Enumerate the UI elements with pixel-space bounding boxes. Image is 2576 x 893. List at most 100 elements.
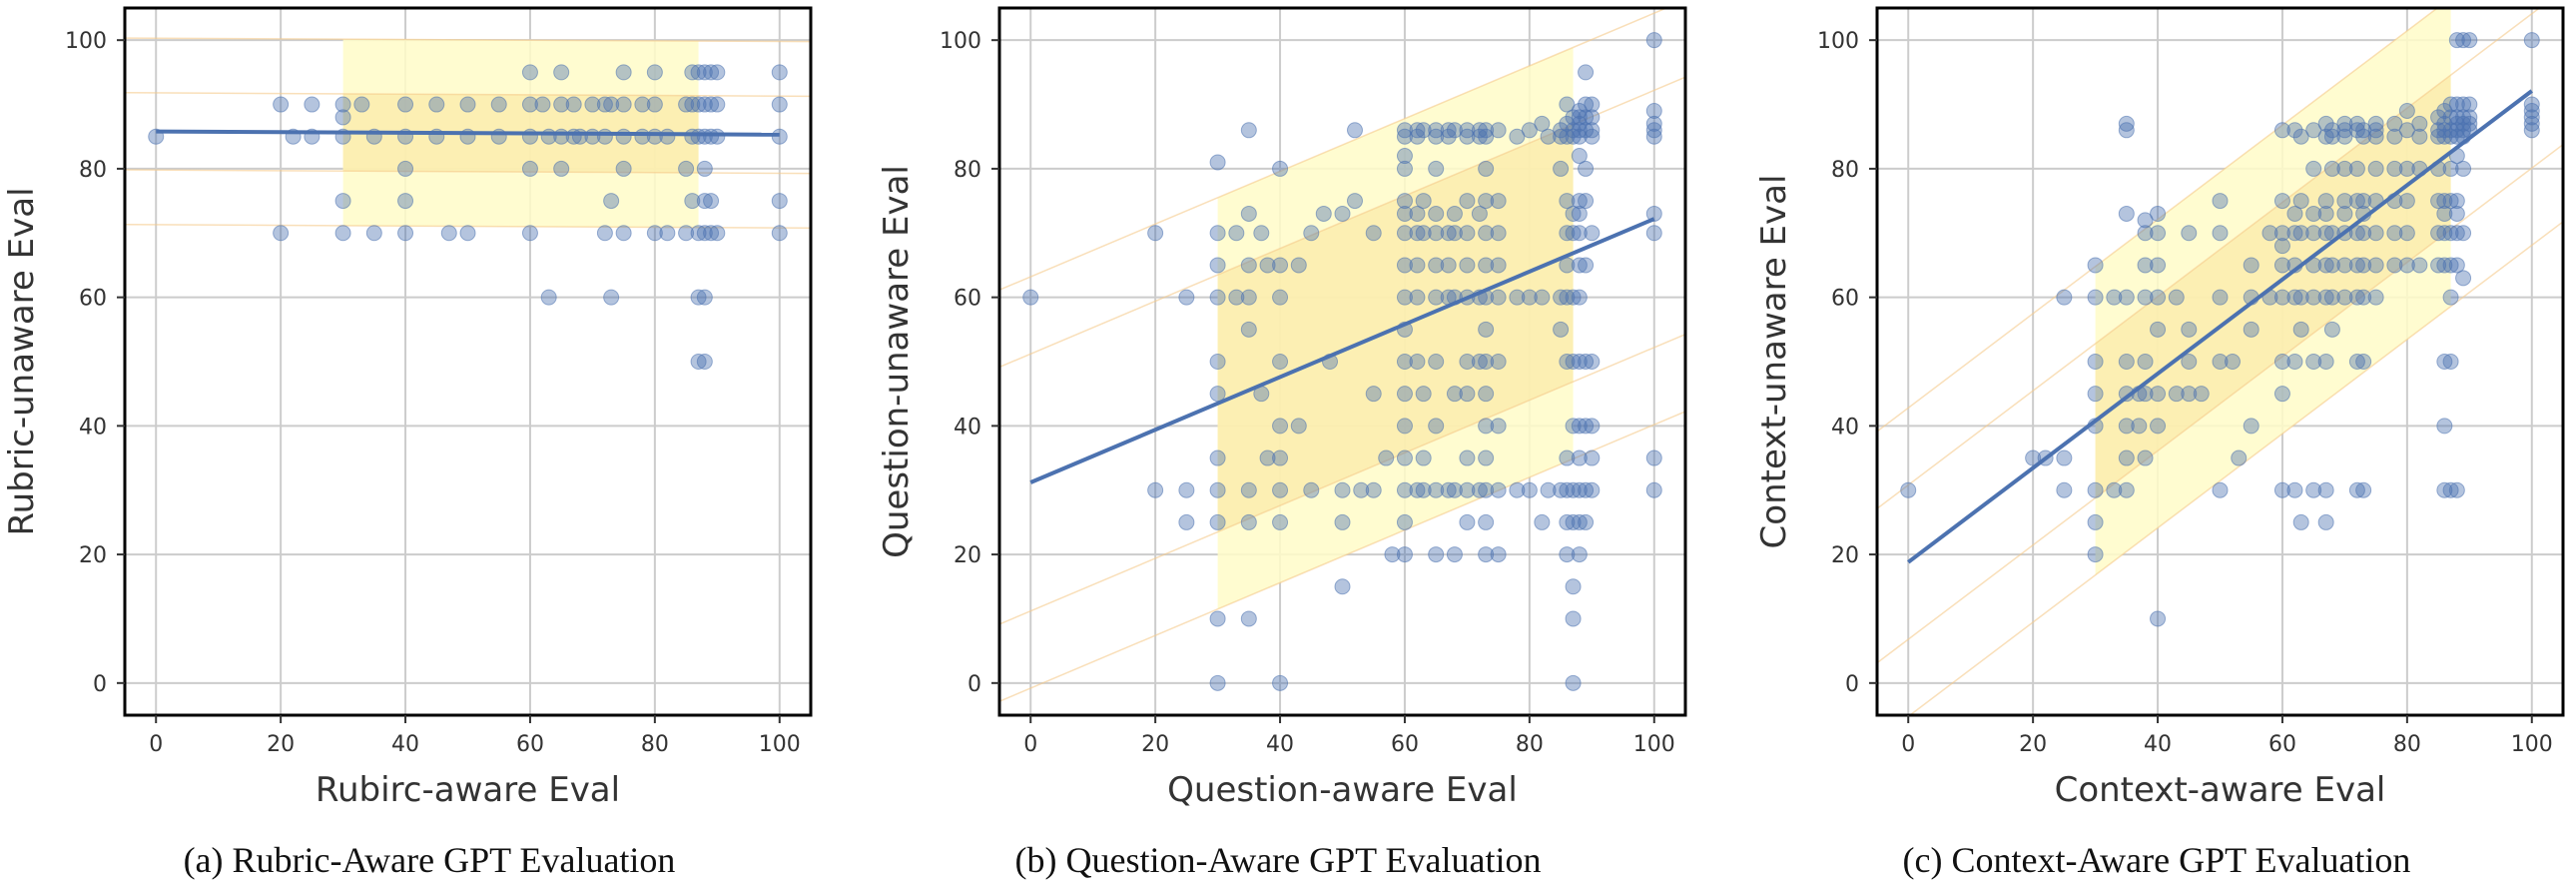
- data-point: [1209, 449, 1226, 466]
- data-point: [2150, 205, 2167, 222]
- data-point: [1147, 481, 1164, 498]
- data-point: [771, 96, 788, 113]
- data-point: [1478, 122, 1495, 139]
- data-point: [1303, 225, 1320, 242]
- data-point: [1490, 418, 1507, 435]
- chart-3: 0 20 40 60 80 100 0 20 40 60 80 100 Context-aware Ev…: [1754, 6, 2565, 810]
- data-point: [696, 193, 713, 210]
- data-point: [690, 289, 707, 306]
- data-point: [2292, 321, 2309, 338]
- data-point: [1490, 122, 1507, 139]
- data-point: [2087, 513, 2104, 530]
- data-point: [1446, 546, 1463, 563]
- data-point: [1471, 128, 1488, 145]
- data-point: [1240, 481, 1257, 498]
- data-point: [334, 96, 351, 113]
- regression-line: [156, 129, 780, 137]
- data-point: [1645, 32, 1662, 49]
- x-tick-label: 0: [1901, 732, 1915, 757]
- data-point: [1584, 122, 1601, 139]
- data-point: [2243, 418, 2259, 435]
- data-point: [2150, 257, 2167, 274]
- data-point: [1565, 225, 1582, 242]
- data-point: [1571, 122, 1588, 139]
- data-point: [1440, 122, 1457, 139]
- data-point: [1584, 354, 1601, 370]
- data-point: [1428, 122, 1445, 139]
- data-point: [1303, 481, 1320, 498]
- y-tick-label: 100: [940, 29, 981, 54]
- data-point: [2455, 160, 2472, 177]
- data-point: [1459, 193, 1476, 210]
- data-point: [2386, 128, 2403, 145]
- data-point: [2286, 289, 2303, 306]
- data-point: [1478, 513, 1495, 530]
- data-point: [2137, 449, 2154, 466]
- data-point: [2292, 225, 2309, 242]
- data-point: [1396, 354, 1413, 370]
- plot-frame: [1875, 6, 2565, 717]
- data-point: [1478, 449, 1495, 466]
- y-axis-label: Context-unaware Eval: [1754, 175, 1794, 549]
- data-point: [553, 64, 570, 81]
- x-axis-label: Question-aware Eval: [1167, 770, 1518, 810]
- data-point: [2442, 193, 2459, 210]
- x-tick-label: 60: [516, 732, 544, 757]
- data-point: [1346, 193, 1363, 210]
- x-axis-label: Context-aware Eval: [2055, 770, 2386, 810]
- data-point: [1645, 205, 1662, 222]
- data-point: [1209, 154, 1226, 171]
- y-tick-label: 80: [79, 158, 107, 183]
- data-point: [1272, 160, 1289, 177]
- data-point: [2305, 289, 2322, 306]
- data-point: [2168, 289, 2185, 306]
- data-point: [1396, 386, 1413, 403]
- data-point: [1209, 289, 1226, 306]
- data-point: [1478, 354, 1495, 370]
- data-point: [2430, 225, 2447, 242]
- data-point: [1365, 481, 1382, 498]
- data-point: [1645, 481, 1662, 498]
- data-point: [1565, 205, 1582, 222]
- data-point: [1565, 513, 1582, 530]
- y-tick-label: 0: [967, 672, 981, 697]
- data-point: [2442, 289, 2459, 306]
- data-point: [2348, 481, 2365, 498]
- data-point: [2243, 321, 2259, 338]
- x-tick-label: 0: [1023, 732, 1037, 757]
- data-point: [1559, 481, 1576, 498]
- data-point: [1178, 481, 1195, 498]
- data-point: [2317, 257, 2334, 274]
- x-tick-label: 20: [267, 732, 295, 757]
- data-point: [2355, 354, 2372, 370]
- data-point: [1396, 449, 1413, 466]
- data-point: [2398, 122, 2415, 139]
- band-bound-line: [125, 223, 811, 230]
- data-point: [2523, 102, 2540, 119]
- data-point: [2411, 128, 2428, 145]
- data-point: [2442, 96, 2459, 113]
- data-point: [596, 225, 613, 242]
- data-point: [1565, 578, 1582, 595]
- data-point: [1459, 128, 1476, 145]
- data-point: [2398, 102, 2415, 119]
- data-point: [1521, 481, 1538, 498]
- data-point: [2317, 115, 2334, 132]
- data-point: [2286, 122, 2303, 139]
- data-point: [2087, 257, 2104, 274]
- y-tick-label: 60: [954, 287, 981, 312]
- data-point: [1584, 225, 1601, 242]
- data-point: [1578, 64, 1595, 81]
- plot-frame: [123, 6, 813, 717]
- data-point: [2455, 122, 2472, 139]
- data-point: [2461, 109, 2478, 126]
- data-point: [1534, 289, 1551, 306]
- data-point: [2430, 257, 2447, 274]
- data-point: [2436, 481, 2453, 498]
- data-point: [1578, 418, 1595, 435]
- data-point: [2087, 546, 2104, 563]
- data-point: [2118, 354, 2135, 370]
- data-point: [1209, 610, 1226, 627]
- band-bound-line: [125, 92, 811, 98]
- data-point: [2523, 115, 2540, 132]
